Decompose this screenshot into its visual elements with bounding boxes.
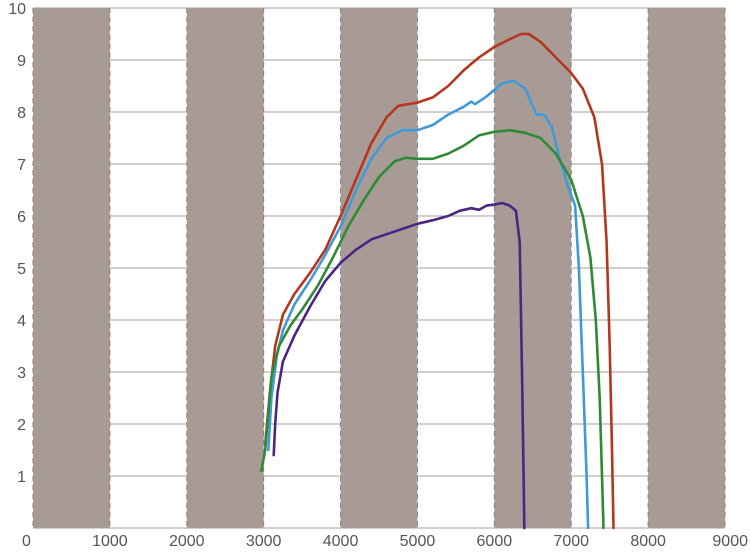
x-tick-label-6000: 6000 (477, 533, 513, 550)
x-tick-label-0: 0 (22, 533, 31, 550)
series-line-1 (263, 32, 615, 530)
x-tick-label-9000: 9000 (712, 533, 748, 550)
x-tick-label-4000: 4000 (323, 533, 359, 550)
y-axis-tick-labels: 1 2 3 4 5 6 7 8 9 10 (8, 1, 26, 486)
y-tick-label-3: 3 (17, 365, 26, 382)
x-tick-label-8000: 8000 (630, 533, 666, 550)
series-line-4 (272, 201, 526, 530)
y-tick-label-1: 1 (17, 469, 26, 486)
y-tick-label-6: 6 (17, 209, 26, 226)
x-tick-label-2000: 2000 (169, 533, 205, 550)
y-tick-label-9: 9 (17, 53, 26, 70)
series-line-2 (267, 79, 590, 530)
y-tick-label-7: 7 (17, 157, 26, 174)
series-line-3 (260, 128, 605, 530)
y-tick-label-5: 5 (17, 261, 26, 278)
x-tick-label-1000: 1000 (92, 533, 128, 550)
series-group (260, 32, 615, 530)
y-tick-label-2: 2 (17, 417, 26, 434)
y-tick-label-8: 8 (17, 105, 26, 122)
y-tick-label-4: 4 (17, 313, 26, 330)
y-tick-label-10: 10 (8, 1, 26, 18)
x-tick-label-7000: 7000 (553, 533, 589, 550)
x-axis-tick-labels: 0 1000 2000 3000 4000 5000 6000 7000 8000 9000 (22, 533, 748, 550)
x-tick-label-3000: 3000 (246, 533, 282, 550)
x-tick-label-5000: 5000 (400, 533, 436, 550)
